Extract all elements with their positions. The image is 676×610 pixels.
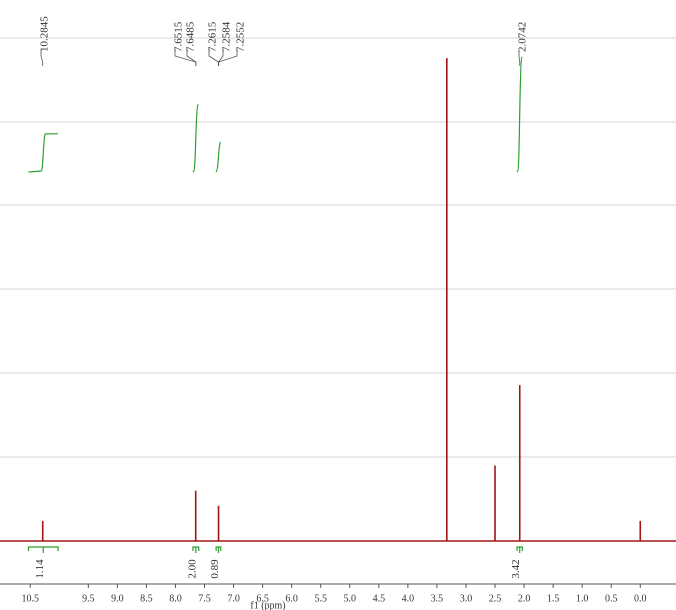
integral-curve <box>215 141 222 173</box>
x-tick-label: 4.0 <box>402 593 415 604</box>
peak-label: 7.2615 <box>207 21 219 52</box>
x-tick-label: 3.5 <box>431 593 444 604</box>
x-tick-label: 7.5 <box>198 593 211 604</box>
x-tick-label: 2.0 <box>518 593 531 604</box>
x-tick-label: 6.5 <box>256 593 269 604</box>
x-tick-label: 0.5 <box>605 593 618 604</box>
integral-label: 0.89 <box>209 559 221 579</box>
x-tick-label: 1.0 <box>576 593 589 604</box>
peak-label: 7.6515 <box>173 21 185 52</box>
x-tick-label: 4.5 <box>373 593 386 604</box>
peak-label-connector <box>518 50 521 66</box>
peak-label-connector <box>218 50 238 66</box>
x-tick-label: 7.0 <box>227 593 240 604</box>
x-tick-label: 2.5 <box>489 593 502 604</box>
x-tick-label: 6.0 <box>285 593 298 604</box>
peak-label: 7.2552 <box>235 22 247 52</box>
integral-label: 3.42 <box>510 559 522 578</box>
x-tick-label: 10.5 <box>21 593 39 604</box>
x-tick-label: 9.5 <box>82 593 95 604</box>
frame-lines <box>0 37 676 458</box>
x-tick-label: 3.0 <box>460 593 473 604</box>
x-tick-label: 9.0 <box>111 593 124 604</box>
integral-curve <box>516 56 523 173</box>
integral-curve <box>192 104 199 173</box>
x-tick-label: 8.5 <box>140 593 153 604</box>
integral-label: 1.14 <box>34 559 46 579</box>
x-tick-label: 5.5 <box>314 593 327 604</box>
x-tick-label: 8.0 <box>169 593 182 604</box>
integral-bracket <box>192 546 200 553</box>
peak-label: 7.6485 <box>185 21 197 52</box>
x-axis-title: f1 (ppm) <box>250 600 285 610</box>
integral-bracket <box>27 546 59 553</box>
peak-label: 10.2845 <box>39 16 51 52</box>
integral-bracket <box>215 546 222 553</box>
x-tick-label: 1.5 <box>547 593 560 604</box>
peak-label-connector <box>40 50 44 66</box>
integral-curve <box>28 133 59 173</box>
x-tick-label: 0.0 <box>634 593 647 604</box>
integral-bracket <box>516 546 523 553</box>
peak-label: 7.2584 <box>221 21 233 52</box>
x-tick-label: 5.0 <box>344 593 357 604</box>
peak-label: 2.0742 <box>517 22 529 52</box>
peak-label-connector <box>186 50 197 66</box>
integral-label: 2.00 <box>186 559 198 579</box>
